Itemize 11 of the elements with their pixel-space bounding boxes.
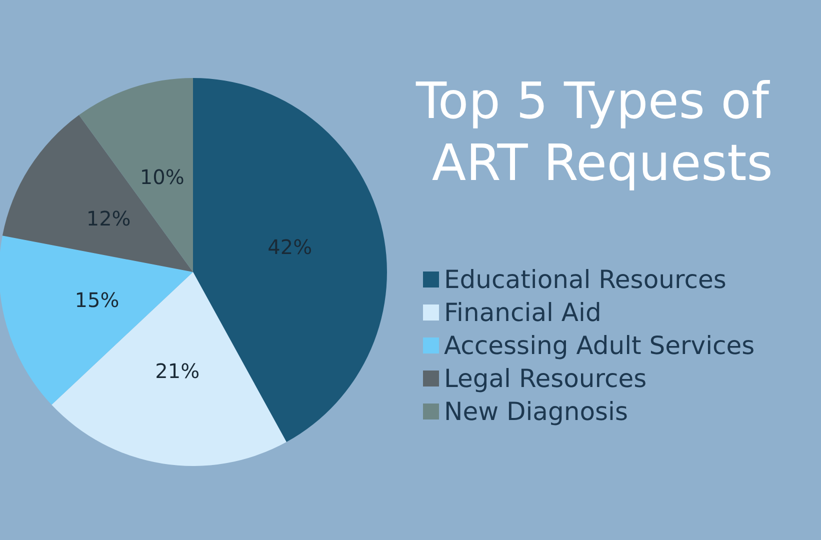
legend-label: New Diagnosis: [444, 397, 628, 426]
data-label: 12%: [86, 206, 131, 230]
legend-label: Financial Aid: [444, 298, 602, 327]
legend-label: Accessing Adult Services: [444, 331, 755, 360]
data-label: 21%: [155, 358, 200, 383]
legend-label: Educational Resources: [444, 265, 726, 294]
text: Top 5 Types of ART Requests: [415, 72, 773, 192]
data-label: 10%: [140, 164, 184, 189]
legend-label: Legal Resources: [444, 364, 647, 393]
data-label: 42%: [268, 235, 312, 260]
data-label: 15%: [74, 288, 120, 312]
